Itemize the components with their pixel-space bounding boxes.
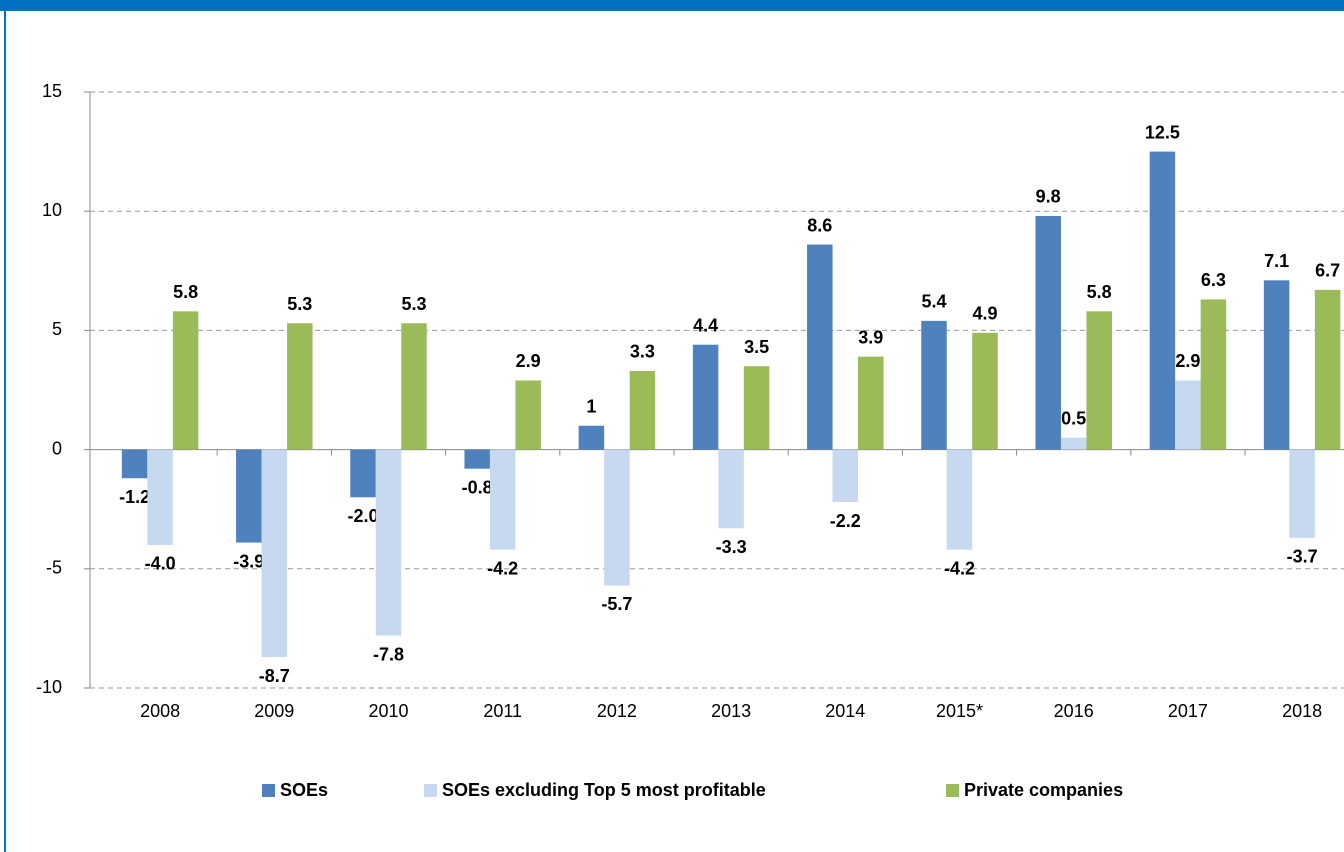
value-label: 3.9 <box>858 327 883 347</box>
value-label: -5.7 <box>601 594 632 614</box>
value-label: -3.3 <box>716 537 747 557</box>
bar <box>807 244 833 450</box>
x-tick-label: 2008 <box>140 701 180 721</box>
bar <box>489 449 516 550</box>
bar <box>946 449 973 550</box>
legend-label: Private companies <box>964 780 1123 800</box>
value-label: 2.9 <box>516 351 541 371</box>
top-banner <box>0 0 1344 11</box>
bar <box>287 323 313 450</box>
value-label: -3.9 <box>233 551 264 571</box>
value-label: 12.5 <box>1145 122 1180 142</box>
value-label: 3.3 <box>630 342 655 362</box>
x-tick-label: 2009 <box>254 701 294 721</box>
value-label: -8.7 <box>259 666 290 686</box>
value-label: 5.8 <box>1087 282 1112 302</box>
bar <box>464 449 490 469</box>
value-label: 6.3 <box>1201 270 1226 290</box>
value-label: 4.4 <box>693 315 718 335</box>
bar <box>921 320 947 450</box>
bar <box>604 449 630 586</box>
bar <box>261 449 288 658</box>
bar <box>1086 311 1112 450</box>
bar <box>1200 299 1227 450</box>
bar <box>1060 437 1087 450</box>
value-label: 5.4 <box>921 292 946 312</box>
y-tick-label: 5 <box>52 319 62 339</box>
bar <box>121 449 148 479</box>
value-label: -4.2 <box>944 558 975 578</box>
value-label: 5.8 <box>173 282 198 302</box>
bar <box>515 380 541 450</box>
legend-swatch <box>262 784 275 797</box>
legend-label: SOEs <box>280 780 328 800</box>
bar <box>718 449 744 529</box>
bar <box>1175 380 1201 450</box>
bar <box>375 449 402 636</box>
x-tick-label: 2015* <box>936 701 983 721</box>
x-tick-label: 2016 <box>1054 701 1094 721</box>
value-label: 2.9 <box>1175 351 1200 371</box>
y-tick-label: 0 <box>52 438 62 458</box>
value-label: -4.2 <box>487 558 518 578</box>
x-tick-label: 2010 <box>368 701 408 721</box>
value-label: 5.3 <box>287 294 312 314</box>
bar <box>692 344 719 450</box>
bar <box>629 370 656 450</box>
bar <box>147 449 173 545</box>
bar <box>350 449 376 498</box>
legend-swatch <box>946 784 959 797</box>
value-label: 3.5 <box>744 337 769 357</box>
bar <box>743 366 770 450</box>
x-tick-label: 2011 <box>483 701 522 721</box>
value-label: -3.7 <box>1287 547 1318 567</box>
value-label: 1 <box>586 397 596 417</box>
value-label: -2.2 <box>830 511 861 531</box>
y-tick-label: 10 <box>42 200 62 220</box>
legend-swatch <box>424 784 437 797</box>
bar <box>172 311 199 450</box>
value-label: 9.8 <box>1036 187 1061 207</box>
y-tick-label: -10 <box>36 677 62 697</box>
value-label: -0.8 <box>462 477 493 497</box>
value-label: 7.1 <box>1264 251 1289 271</box>
y-tick-label: -5 <box>46 558 62 578</box>
value-label: -4.0 <box>145 554 176 574</box>
bar <box>858 356 884 450</box>
x-tick-label: 2014 <box>825 701 865 721</box>
bar <box>236 449 262 543</box>
bar <box>578 425 605 450</box>
x-tick-label: 2012 <box>597 701 637 721</box>
value-label: 5.3 <box>401 294 426 314</box>
legend-label: SOEs excluding Top 5 most profitable <box>442 780 766 800</box>
x-tick-label: 2018 <box>1282 701 1322 721</box>
bar <box>1314 289 1341 450</box>
y-tick-label: 15 <box>42 81 62 101</box>
value-label: 0.5 <box>1061 408 1086 428</box>
value-label: -2.0 <box>347 506 378 526</box>
bar <box>1149 151 1176 450</box>
value-label: -7.8 <box>373 644 404 664</box>
value-label: 8.6 <box>807 215 832 235</box>
bar <box>1289 449 1315 538</box>
bar <box>972 332 998 450</box>
bar <box>1263 280 1290 450</box>
value-label: 6.7 <box>1315 261 1340 281</box>
bar <box>401 323 427 450</box>
value-label: -1.2 <box>119 487 150 507</box>
x-tick-label: 2017 <box>1168 701 1208 721</box>
bar <box>1035 215 1061 450</box>
x-tick-label: 2013 <box>711 701 751 721</box>
bar <box>832 449 859 503</box>
value-label: 4.9 <box>972 304 997 324</box>
